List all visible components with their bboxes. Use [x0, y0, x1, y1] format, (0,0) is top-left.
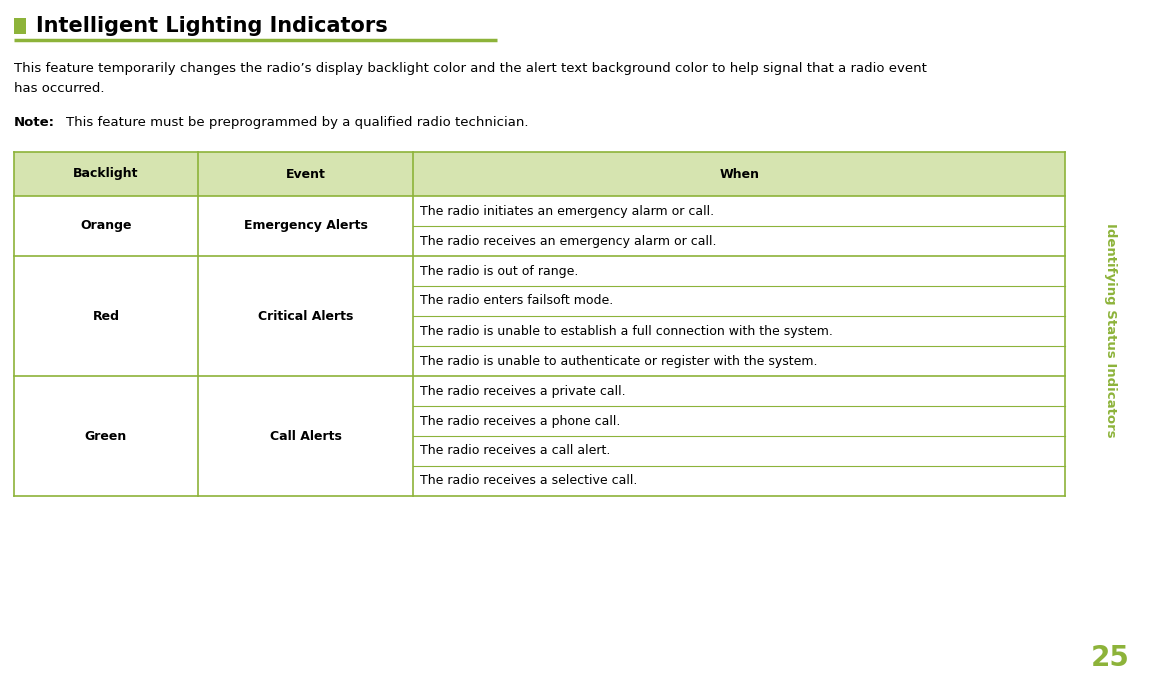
Text: Intelligent Lighting Indicators: Intelligent Lighting Indicators: [36, 16, 387, 36]
Bar: [14, 152, 1065, 196]
Text: The radio receives a phone call.: The radio receives a phone call.: [420, 415, 621, 427]
Text: The radio receives an emergency alarm or call.: The radio receives an emergency alarm or…: [420, 235, 716, 248]
Bar: [14, 18, 26, 34]
Text: Note:: Note:: [14, 116, 55, 129]
Text: The radio enters failsoft mode.: The radio enters failsoft mode.: [420, 294, 614, 308]
Text: Red: Red: [93, 310, 120, 322]
Text: The radio initiates an emergency alarm or call.: The radio initiates an emergency alarm o…: [420, 205, 714, 217]
Text: The radio is unable to establish a full connection with the system.: The radio is unable to establish a full …: [420, 324, 833, 338]
Text: The radio receives a private call.: The radio receives a private call.: [420, 384, 626, 397]
Text: Emergency Alerts: Emergency Alerts: [244, 219, 368, 232]
Text: 25: 25: [1091, 644, 1129, 672]
Text: The radio is unable to authenticate or register with the system.: The radio is unable to authenticate or r…: [420, 354, 818, 367]
Text: Green: Green: [85, 429, 127, 443]
Text: This feature temporarily changes the radio’s display backlight color and the ale: This feature temporarily changes the rad…: [14, 62, 927, 75]
Text: Backlight: Backlight: [73, 168, 138, 180]
Text: The radio receives a call alert.: The radio receives a call alert.: [420, 445, 611, 457]
Text: Call Alerts: Call Alerts: [270, 429, 342, 443]
Text: has occurred.: has occurred.: [14, 82, 105, 95]
Text: Event: Event: [286, 168, 326, 180]
Text: Critical Alerts: Critical Alerts: [258, 310, 354, 322]
Text: The radio is out of range.: The radio is out of range.: [420, 264, 579, 278]
Text: Identifying Status Indicators: Identifying Status Indicators: [1104, 223, 1116, 437]
Text: This feature must be preprogrammed by a qualified radio technician.: This feature must be preprogrammed by a …: [66, 116, 528, 129]
Text: The radio receives a selective call.: The radio receives a selective call.: [420, 475, 637, 487]
Text: Orange: Orange: [80, 219, 131, 232]
Text: When: When: [719, 168, 759, 180]
